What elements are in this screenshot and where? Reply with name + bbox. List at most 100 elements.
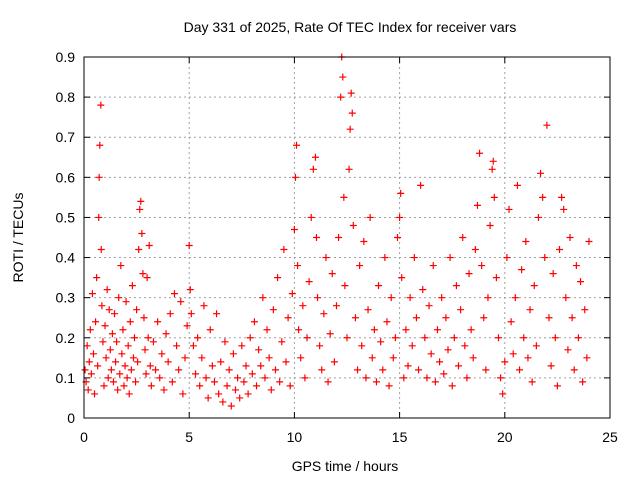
data-point <box>276 378 284 386</box>
data-point <box>267 386 275 394</box>
axis-ticks: 0 0.1 0.2 0.3 0.4 0.5 0.6 0.7 0.8 0.9 0 5 10 15 20 25 <box>56 49 618 445</box>
data-point <box>564 346 572 354</box>
data-point <box>89 350 97 358</box>
data-point <box>421 334 429 342</box>
data-point <box>391 334 399 342</box>
data-point <box>410 254 418 262</box>
x-tick-label: 10 <box>287 429 303 445</box>
y-tick-label: 0.4 <box>56 250 76 266</box>
data-point <box>95 173 103 181</box>
data-point <box>128 282 136 290</box>
data-point <box>448 382 456 390</box>
data-point <box>345 165 353 173</box>
data-point <box>356 262 364 270</box>
data-point <box>274 274 282 282</box>
data-point <box>328 270 336 278</box>
data-point <box>433 326 441 334</box>
data-point <box>347 89 355 97</box>
data-point <box>293 141 301 149</box>
data-point <box>114 386 122 394</box>
data-point <box>438 294 446 302</box>
data-point <box>423 374 431 382</box>
data-point <box>335 234 343 241</box>
data-point <box>118 350 126 358</box>
data-point <box>134 358 142 366</box>
data-point <box>236 394 244 402</box>
data-point <box>93 274 101 282</box>
data-point <box>482 366 490 374</box>
data-point <box>463 374 471 382</box>
data-point <box>581 306 589 314</box>
data-point <box>286 382 294 390</box>
data-point <box>119 326 127 334</box>
data-point <box>206 326 214 334</box>
data-point <box>340 193 348 201</box>
y-tick-label: 0.6 <box>56 169 76 185</box>
data-point <box>290 225 298 233</box>
data-point <box>396 213 404 221</box>
data-point <box>524 354 532 362</box>
data-point <box>577 278 585 286</box>
data-point <box>162 330 170 338</box>
data-point <box>156 374 164 382</box>
data-point <box>511 294 519 302</box>
data-point <box>316 342 324 350</box>
data-point <box>240 378 248 386</box>
data-point <box>450 334 458 342</box>
y-tick-label: 0.9 <box>56 49 76 65</box>
data-point <box>518 266 526 274</box>
data-point <box>440 370 448 378</box>
data-point <box>91 390 99 398</box>
data-point <box>104 374 112 382</box>
data-point <box>364 306 372 314</box>
data-point <box>81 366 89 374</box>
data-point <box>83 342 91 350</box>
data-point <box>499 390 507 398</box>
data-point <box>497 374 505 382</box>
data-point <box>513 181 521 189</box>
y-tick-label: 0.2 <box>56 330 76 346</box>
data-point <box>142 370 150 378</box>
data-point <box>299 302 307 310</box>
data-point <box>358 342 366 350</box>
x-tick-label: 25 <box>602 429 618 445</box>
data-point <box>139 270 147 278</box>
plot-frame <box>83 56 611 419</box>
data-point <box>177 298 185 306</box>
data-point <box>528 378 536 386</box>
data-point <box>354 366 362 374</box>
data-point <box>332 302 340 310</box>
data-point <box>408 342 416 350</box>
data-point <box>101 322 109 330</box>
data-point <box>562 294 570 302</box>
data-point <box>170 290 178 298</box>
data-point <box>196 382 204 390</box>
data-point <box>539 193 547 201</box>
data-point <box>375 282 383 290</box>
data-point <box>204 394 212 402</box>
data-point <box>168 378 176 386</box>
data-point <box>112 358 120 366</box>
data-point <box>154 318 162 326</box>
data-point <box>566 234 574 241</box>
data-point <box>107 366 115 374</box>
data-point <box>99 338 107 346</box>
data-point <box>492 274 500 282</box>
data-point <box>263 326 271 334</box>
x-tick-label: 5 <box>185 429 193 445</box>
data-point <box>570 366 578 374</box>
data-point <box>95 213 103 221</box>
data-point <box>125 390 133 398</box>
data-point <box>85 358 93 366</box>
data-point <box>436 358 444 366</box>
data-point <box>348 109 356 117</box>
data-point <box>250 318 258 326</box>
data-point <box>175 366 183 374</box>
data-point <box>123 374 131 382</box>
data-point <box>301 374 309 382</box>
data-point <box>126 318 134 326</box>
data-point <box>311 153 319 161</box>
data-point <box>152 366 160 374</box>
data-point <box>489 157 497 165</box>
data-point <box>160 386 168 394</box>
